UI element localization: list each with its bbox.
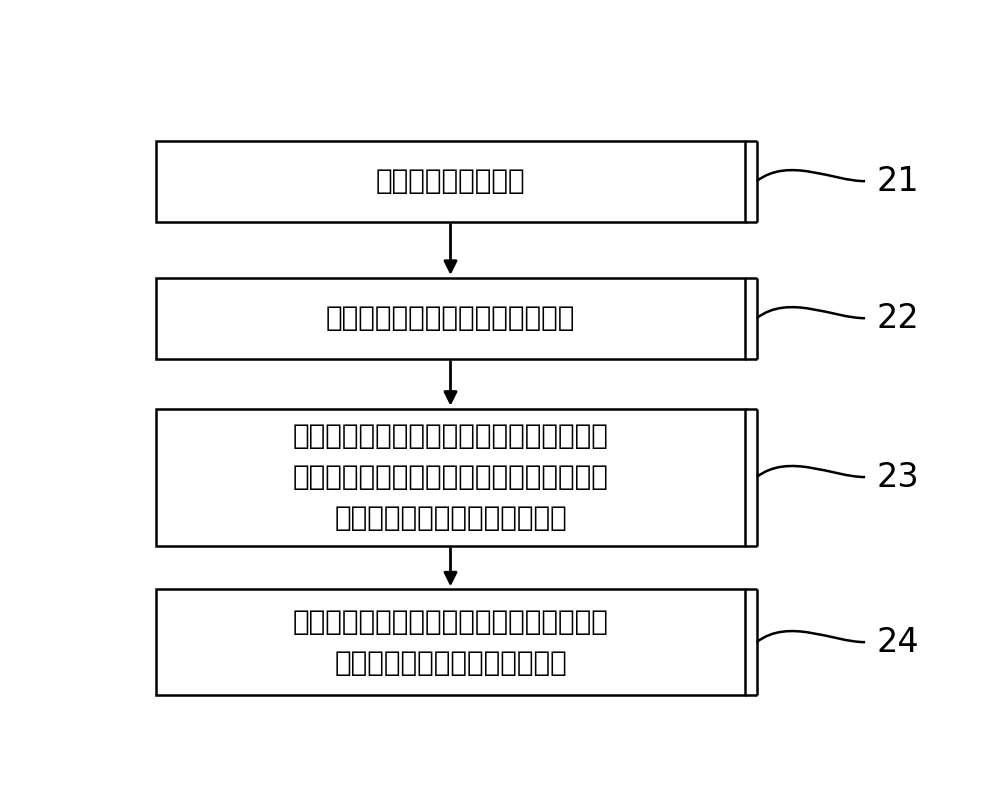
Text: 21: 21 bbox=[877, 165, 919, 197]
Bar bbox=[156, 141, 745, 222]
Text: 依次移除二氧化硅层、活性层以及掩膜层，
形成带有初步锌扩散的外延结构: 依次移除二氧化硅层、活性层以及掩膜层， 形成带有初步锌扩散的外延结构 bbox=[293, 608, 608, 677]
Text: 在掩膜层和未被掩膜层覆盖的外延片上依次
形成活性层与二氧化硅层，并在预设温度下
加热或进行快速热退火预设时间: 在掩膜层和未被掩膜层覆盖的外延片上依次 形成活性层与二氧化硅层，并在预设温度下 … bbox=[293, 421, 608, 532]
Bar bbox=[156, 409, 745, 545]
Text: 在外延片的非窗口区上形成掩膜层: 在外延片的非窗口区上形成掩膜层 bbox=[326, 304, 575, 332]
Text: 制备未掺杂的外延片: 制备未掺杂的外延片 bbox=[376, 167, 525, 195]
Bar bbox=[156, 589, 745, 695]
Text: 24: 24 bbox=[877, 625, 919, 659]
Text: 22: 22 bbox=[877, 302, 920, 335]
Bar bbox=[156, 277, 745, 358]
Text: 23: 23 bbox=[877, 460, 919, 493]
